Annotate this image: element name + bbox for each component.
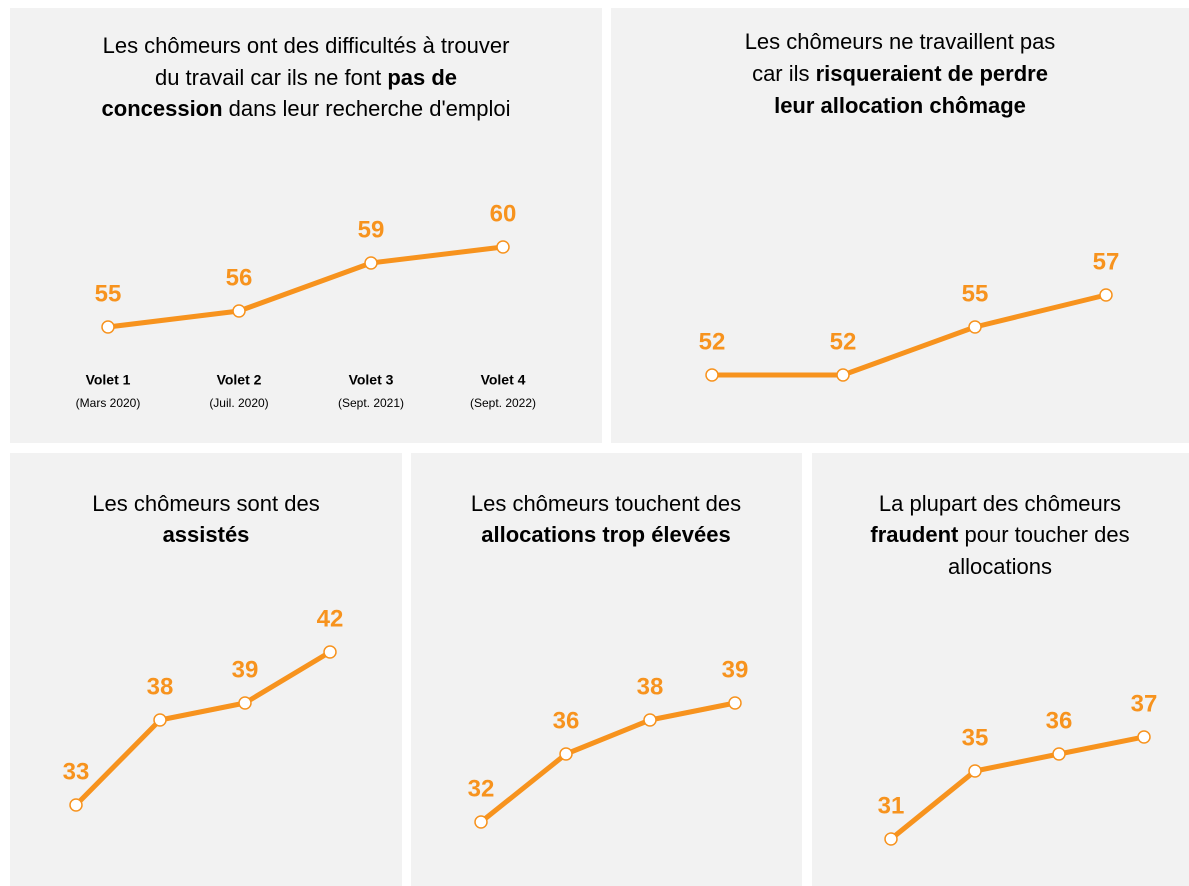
x-tick-label: Volet 4 bbox=[481, 372, 526, 388]
point bbox=[643, 713, 657, 727]
value-label: 60 bbox=[490, 200, 517, 227]
value-label: 38 bbox=[147, 673, 174, 700]
point bbox=[559, 747, 573, 761]
title-part: du travail car ils ne font bbox=[155, 65, 387, 90]
point bbox=[1137, 730, 1151, 744]
chart-title: Les chômeurs ne travaillent pas bbox=[745, 29, 1056, 54]
title-part: leur allocation chômage bbox=[774, 93, 1026, 118]
value-label: 55 bbox=[962, 280, 989, 307]
point bbox=[968, 320, 982, 334]
x-tick-label: Volet 2 bbox=[217, 372, 262, 388]
line bbox=[479, 700, 736, 824]
title-part: allocations bbox=[948, 554, 1052, 579]
point bbox=[496, 240, 510, 254]
x-tick-note: (Mars 2020) bbox=[76, 396, 141, 410]
title-part: pour toucher des bbox=[958, 522, 1129, 547]
point bbox=[1052, 747, 1066, 761]
line bbox=[889, 734, 1145, 841]
point bbox=[884, 832, 898, 846]
panel bbox=[10, 453, 402, 886]
title-part: Les chômeurs touchent des bbox=[471, 491, 741, 516]
title-part: allocations trop élevées bbox=[481, 522, 730, 547]
panel bbox=[812, 453, 1189, 886]
point bbox=[101, 320, 115, 334]
value-label: 39 bbox=[232, 656, 259, 683]
value-label: 31 bbox=[878, 792, 905, 819]
title-part: dans leur recherche d'emploi bbox=[223, 96, 511, 121]
value-label: 36 bbox=[553, 707, 580, 734]
title-part: Les chômeurs ne travaillent pas bbox=[745, 29, 1056, 54]
chart-title: allocations trop élevées bbox=[481, 522, 730, 547]
chart-title: assistés bbox=[163, 522, 250, 547]
chart-title: car ils risqueraient de perdre bbox=[752, 61, 1048, 86]
chart-title: leur allocation chômage bbox=[774, 93, 1026, 118]
line bbox=[712, 292, 1107, 378]
point bbox=[705, 368, 719, 382]
chart-title: allocations bbox=[948, 554, 1052, 579]
point bbox=[323, 645, 337, 659]
x-tick-note: (Sept. 2022) bbox=[470, 396, 536, 410]
x-tick-note: (Sept. 2021) bbox=[338, 396, 404, 410]
title-part: fraudent bbox=[870, 522, 959, 547]
line bbox=[107, 244, 504, 330]
x-tick-label: Volet 1 bbox=[86, 372, 131, 388]
point bbox=[1099, 288, 1113, 302]
title-part: concession bbox=[102, 96, 223, 121]
chart-title: fraudent pour toucher des bbox=[870, 522, 1129, 547]
value-label: 33 bbox=[63, 758, 90, 785]
point bbox=[728, 696, 742, 710]
value-label: 39 bbox=[722, 656, 749, 683]
chart-title: du travail car ils ne font pas de bbox=[155, 65, 457, 90]
line bbox=[74, 649, 332, 807]
x-tick-label: Volet 3 bbox=[349, 372, 394, 388]
panel bbox=[10, 8, 602, 443]
point bbox=[232, 304, 246, 318]
value-label: 37 bbox=[1131, 690, 1158, 717]
value-label: 35 bbox=[962, 724, 989, 751]
point bbox=[153, 713, 167, 727]
chart-title: Les chômeurs touchent des bbox=[471, 491, 741, 516]
title-part: Les chômeurs ont des difficultés à trouv… bbox=[103, 33, 510, 58]
value-label: 42 bbox=[317, 605, 344, 632]
value-label: 55 bbox=[95, 280, 122, 307]
value-label: 36 bbox=[1046, 707, 1073, 734]
value-label: 32 bbox=[468, 775, 495, 802]
point bbox=[69, 798, 83, 812]
point bbox=[836, 368, 850, 382]
panel bbox=[411, 453, 802, 886]
title-part: pas de bbox=[387, 65, 457, 90]
point bbox=[968, 764, 982, 778]
point bbox=[364, 256, 378, 270]
value-label: 52 bbox=[699, 328, 726, 355]
x-tick-note: (Juil. 2020) bbox=[209, 396, 268, 410]
title-part: car ils bbox=[752, 61, 816, 86]
title-part: Les chômeurs sont des bbox=[92, 491, 319, 516]
point bbox=[238, 696, 252, 710]
value-label: 52 bbox=[830, 328, 857, 355]
value-label: 56 bbox=[226, 264, 253, 291]
title-part: assistés bbox=[163, 522, 250, 547]
point bbox=[474, 815, 488, 829]
chart-title: concession dans leur recherche d'emploi bbox=[102, 96, 511, 121]
title-part: risqueraient de perdre bbox=[816, 61, 1048, 86]
chart-title: La plupart des chômeurs bbox=[879, 491, 1121, 516]
title-part: La plupart des chômeurs bbox=[879, 491, 1121, 516]
value-label: 57 bbox=[1093, 248, 1120, 275]
value-label: 59 bbox=[358, 216, 385, 243]
chart-title: Les chômeurs ont des difficultés à trouv… bbox=[103, 33, 510, 58]
value-label: 38 bbox=[637, 673, 664, 700]
chart-title: Les chômeurs sont des bbox=[92, 491, 319, 516]
